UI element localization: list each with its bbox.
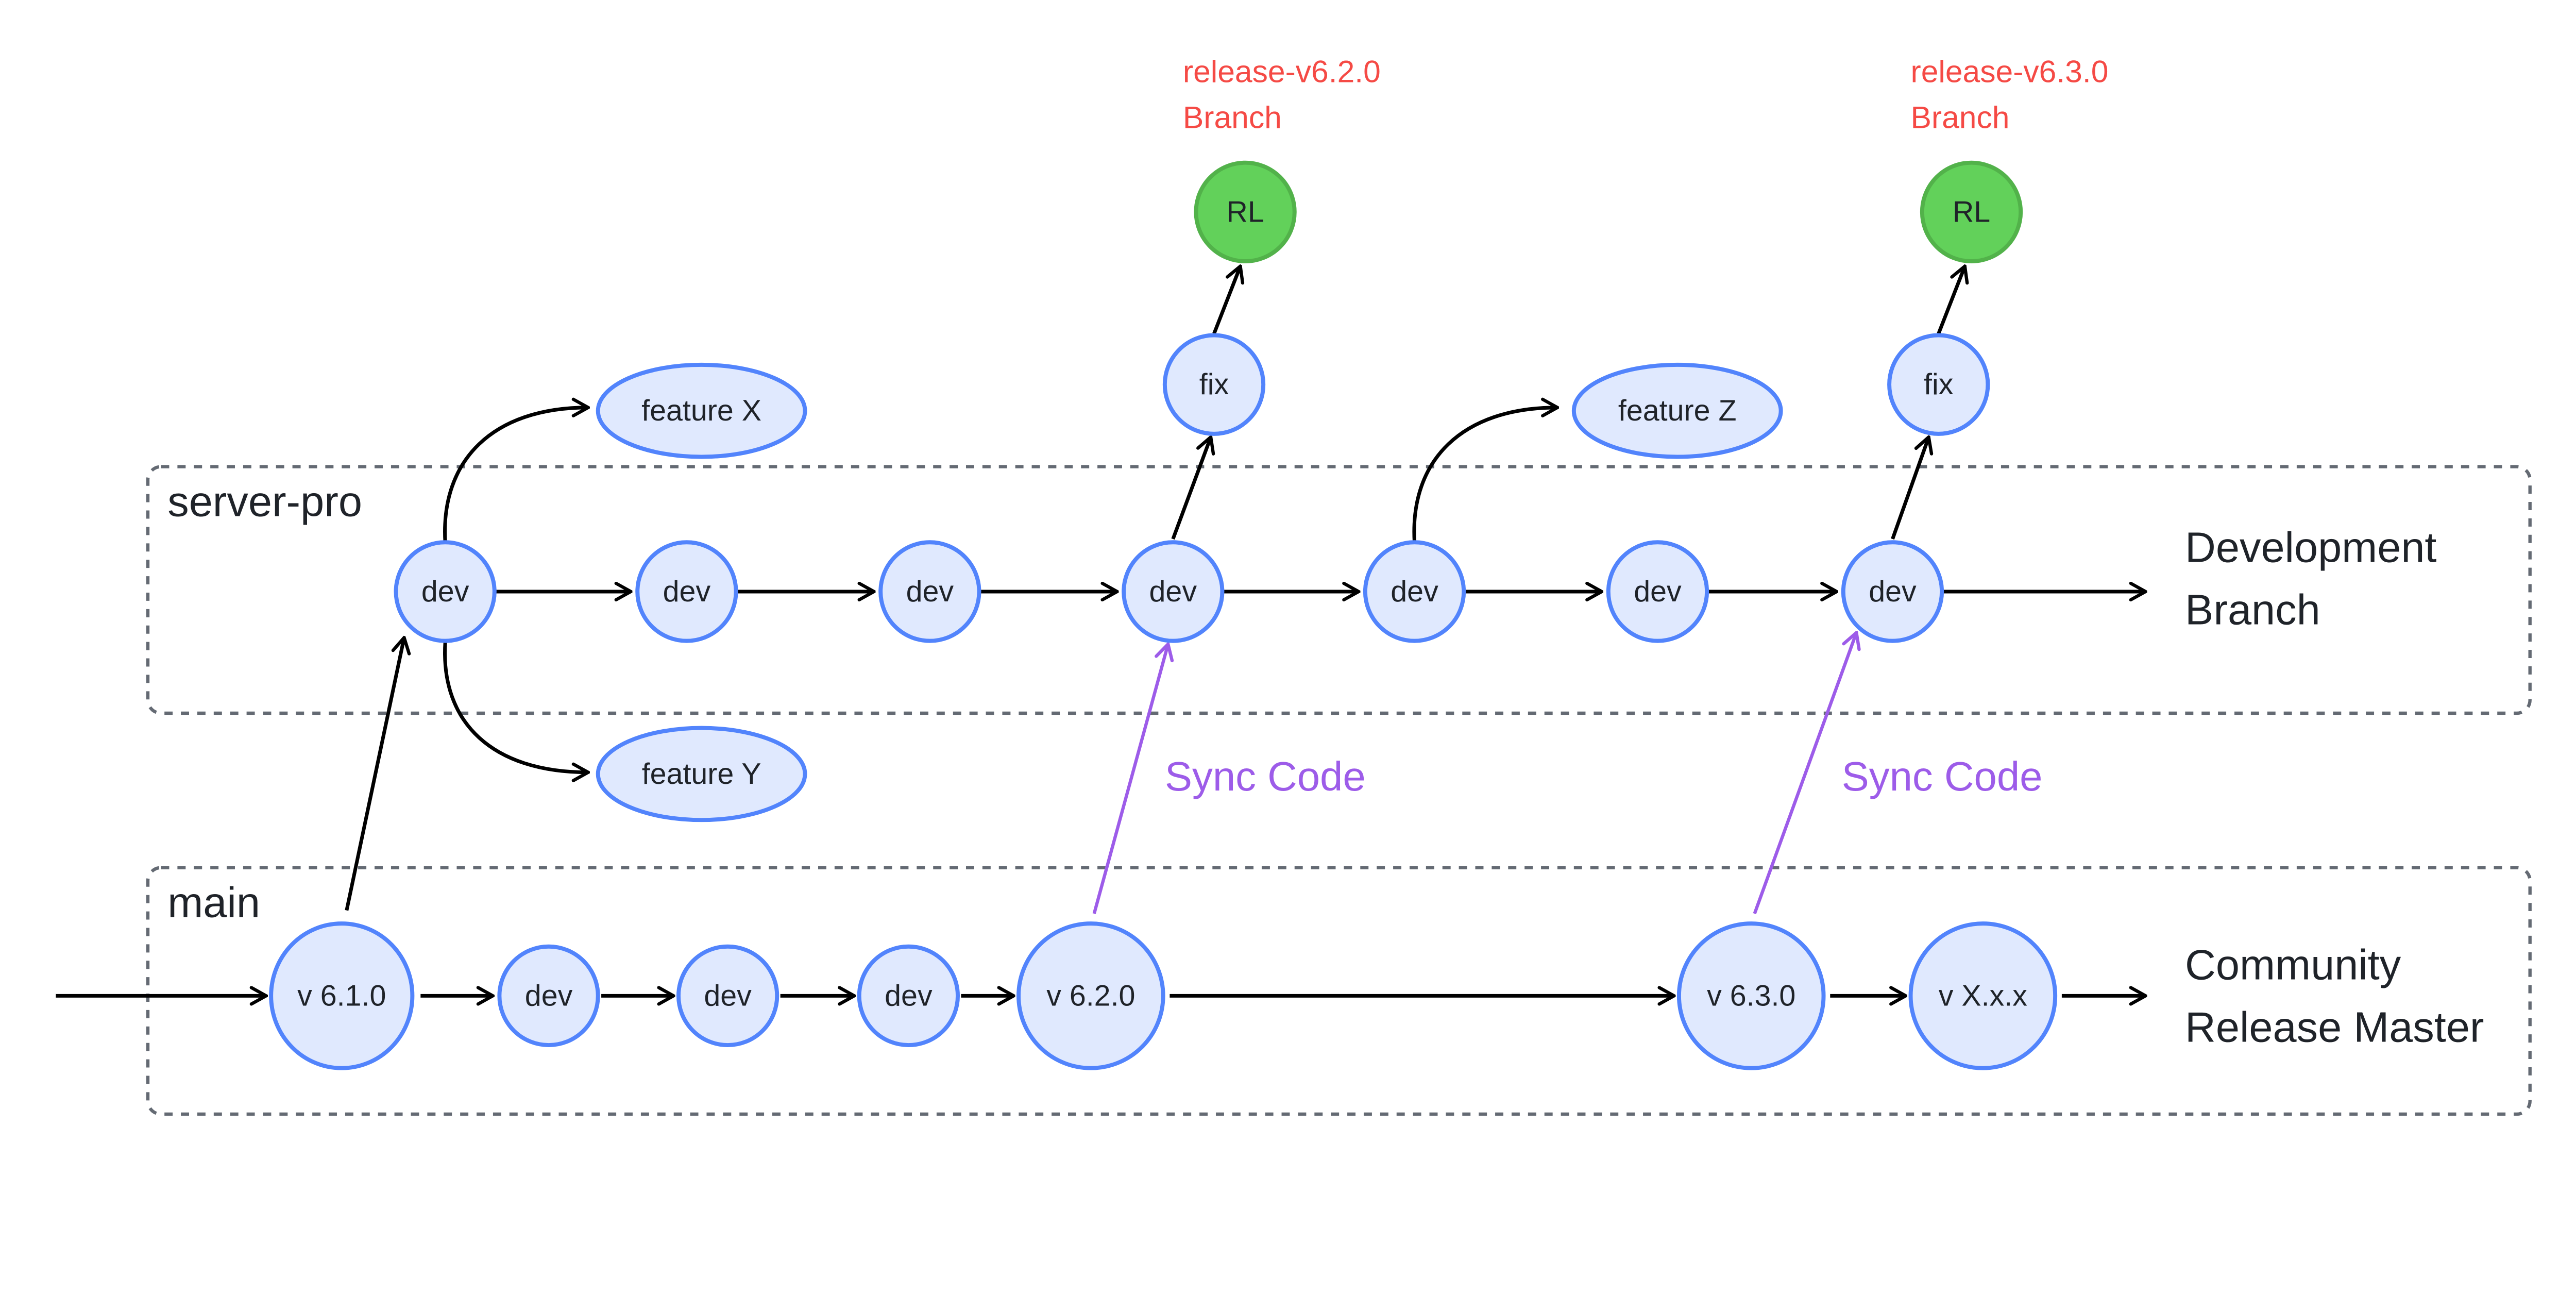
node-label: dev (421, 575, 469, 608)
node-label: dev (704, 979, 752, 1012)
feature-x-node[interactable]: feature X (596, 362, 807, 459)
node-label: dev (885, 979, 933, 1012)
node-label: dev (663, 575, 711, 608)
main-dev-node[interactable]: dev (497, 944, 600, 1048)
node-label: dev (1149, 575, 1197, 608)
fix-node[interactable]: fix (1887, 333, 1990, 436)
version-node[interactable]: v X.x.x (1908, 921, 2058, 1070)
dev-node[interactable]: dev (1841, 540, 1944, 643)
release-label-1b: Branch (1183, 100, 1282, 135)
sync-label-2: Sync Code (1842, 753, 2043, 799)
server-pro-lane (146, 465, 2532, 715)
dev-node[interactable]: dev (394, 540, 497, 643)
node-label: v 6.3.0 (1707, 979, 1795, 1012)
node-label: v 6.1.0 (297, 979, 386, 1012)
dev-node[interactable]: dev (878, 540, 981, 643)
main-dev-node[interactable]: dev (676, 944, 779, 1048)
node-label: dev (525, 979, 573, 1012)
server-pro-label: server-pro (167, 477, 362, 525)
node-label: v 6.2.0 (1046, 979, 1135, 1012)
release-label-1a: release-v6.2.0 (1183, 54, 1381, 89)
release-node[interactable]: RL (1920, 160, 2023, 263)
release-node[interactable]: RL (1194, 160, 1297, 263)
version-node[interactable]: v 6.1.0 (269, 921, 415, 1070)
node-label: dev (906, 575, 954, 608)
development-label-1: Development (2185, 524, 2436, 572)
node-label: feature Y (642, 758, 761, 791)
node-label: fix (1199, 368, 1229, 401)
dev-node[interactable]: dev (1363, 540, 1466, 643)
edges (56, 266, 2145, 996)
community-label-2: Release Master (2185, 1003, 2484, 1051)
dev-node[interactable]: dev (635, 540, 738, 643)
community-label-1: Community (2185, 941, 2401, 989)
fix-node[interactable]: fix (1162, 333, 1266, 436)
node-label: feature X (641, 394, 761, 427)
node-label: RL (1226, 195, 1264, 228)
node-label: feature Z (1618, 394, 1737, 427)
version-node[interactable]: v 6.3.0 (1676, 921, 1826, 1070)
node-label: fix (1924, 368, 1954, 401)
node-label: RL (1953, 195, 1990, 228)
branching-diagram: server-pro main Development Branch Commu… (56, 54, 2532, 1116)
node-label: dev (1869, 575, 1917, 608)
dev-node[interactable]: dev (1606, 540, 1709, 643)
node-label: dev (1391, 575, 1438, 608)
version-node[interactable]: v 6.2.0 (1016, 921, 1165, 1070)
main-lane (146, 866, 2532, 1116)
node-label: dev (1634, 575, 1682, 608)
dev-node[interactable]: dev (1122, 540, 1225, 643)
release-label-2b: Branch (1911, 100, 2010, 135)
node-label: v X.x.x (1939, 979, 2027, 1012)
feature-y-node[interactable]: feature Y (596, 726, 807, 822)
main-dev-node[interactable]: dev (857, 944, 960, 1048)
sync-label-1: Sync Code (1165, 753, 1366, 799)
main-label: main (167, 878, 260, 926)
feature-z-node[interactable]: feature Z (1571, 362, 1783, 459)
development-label-2: Branch (2185, 586, 2320, 634)
release-label-2a: release-v6.3.0 (1911, 54, 2109, 89)
